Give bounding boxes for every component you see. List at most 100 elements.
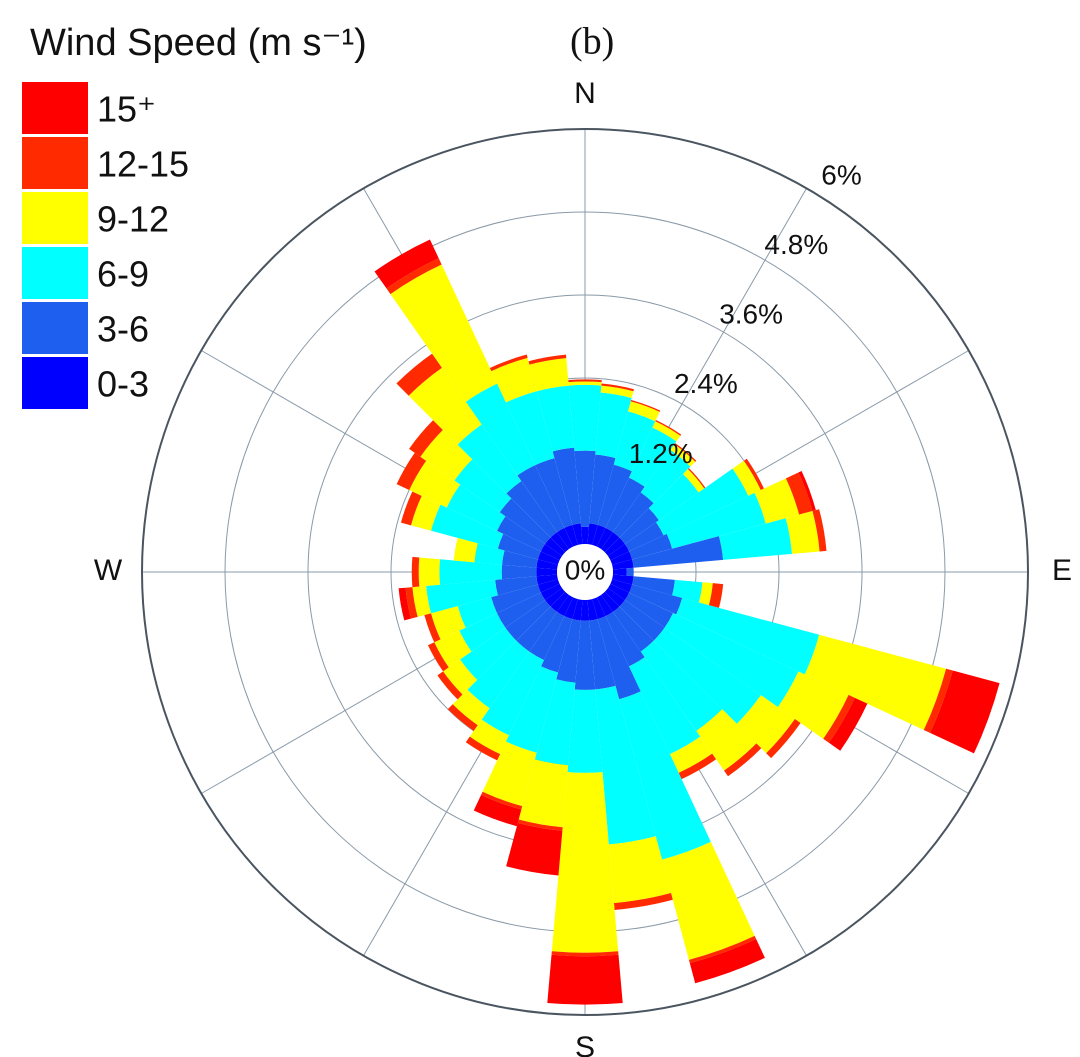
bar-segment	[537, 551, 560, 565]
bar-segment	[696, 709, 757, 771]
bar-segment	[648, 473, 699, 521]
bar-segment	[592, 597, 606, 620]
bar-segment	[431, 606, 466, 640]
bar-segment	[453, 537, 478, 563]
bar-segment	[426, 579, 498, 614]
bar-segment	[619, 691, 711, 860]
bar-segment	[495, 576, 538, 596]
bar-segment	[536, 574, 558, 585]
bar-segment	[497, 533, 541, 560]
legend-label: 12-15	[97, 144, 189, 185]
bar-segment	[474, 543, 505, 565]
bar-segment	[545, 537, 566, 556]
bar-segment	[501, 550, 538, 568]
bar-segment	[828, 697, 868, 751]
bar-segment	[528, 354, 567, 365]
bar-segment	[550, 591, 569, 612]
bar-segment	[596, 594, 613, 617]
bar-segment	[596, 527, 613, 550]
bar-segment	[465, 736, 501, 761]
legend-swatch	[22, 247, 88, 299]
bar-segment	[605, 611, 645, 667]
bar-segment	[408, 367, 482, 445]
bar-segment	[535, 458, 573, 528]
bar-segment	[670, 444, 696, 467]
bar-segment	[613, 893, 673, 910]
bar-segment	[708, 583, 724, 608]
bar-segment	[589, 454, 616, 525]
bar-segment	[640, 640, 723, 731]
bar-segment	[688, 935, 757, 964]
bar-segment	[798, 471, 816, 512]
bar-segment	[687, 468, 706, 489]
bar-segment	[626, 567, 634, 577]
bar-segment	[491, 357, 537, 403]
bar-segment	[536, 385, 575, 452]
bar-segment	[481, 651, 544, 736]
bar-segment	[534, 679, 576, 766]
bar-segment	[390, 264, 498, 402]
bar-segment	[536, 559, 558, 570]
bar-segment	[604, 588, 625, 607]
bar-segment	[452, 689, 490, 726]
bar-segment	[529, 358, 569, 392]
bar-segment	[601, 383, 634, 392]
legend-label: 9-12	[97, 199, 169, 240]
bar-segment	[374, 239, 439, 289]
bar-segment	[460, 627, 517, 680]
bar-segment	[396, 452, 427, 491]
bar-segment	[766, 718, 801, 759]
bar-segment	[431, 504, 504, 549]
bar-segment	[564, 597, 578, 620]
bar-segment	[785, 472, 813, 515]
bar-segment	[580, 599, 590, 621]
legend-swatch	[22, 192, 88, 244]
bar-segment	[505, 666, 559, 753]
bar-segment	[628, 427, 677, 487]
bar-segment	[581, 526, 589, 545]
bar-segment	[517, 465, 565, 533]
bar-segment	[624, 592, 674, 628]
bar-segment	[564, 524, 578, 547]
bar-segment	[540, 544, 563, 561]
bar-segment	[605, 477, 645, 533]
bar-segment	[655, 419, 682, 436]
bar-segment	[574, 450, 596, 527]
direction-label: S	[575, 1031, 595, 1057]
bar-segment	[467, 640, 530, 709]
bar-segment	[600, 385, 634, 398]
bar-segment	[529, 611, 565, 661]
bar-segment	[568, 379, 602, 383]
bar-segment	[666, 492, 766, 549]
bar-segment	[505, 391, 555, 466]
bar-segment	[930, 670, 1000, 754]
bar-segment	[437, 671, 463, 700]
bar-segment	[612, 574, 634, 585]
bar-segment	[556, 619, 581, 683]
bar-segment	[736, 695, 795, 754]
bar-segment	[572, 599, 583, 621]
bar-segment	[439, 559, 502, 585]
bar-segment	[396, 353, 442, 396]
r-tick-label: 2.4%	[674, 368, 738, 399]
bar-segment	[400, 491, 422, 526]
bar-segment	[434, 630, 472, 668]
bar-segment	[489, 354, 528, 372]
bar-segment	[823, 694, 855, 743]
bar-segment	[652, 421, 681, 442]
legend-swatch	[22, 137, 88, 189]
bar-segment	[551, 772, 619, 953]
bar-segment	[619, 599, 665, 641]
bar-segment	[547, 954, 623, 1005]
bar-segment	[632, 536, 724, 568]
bar-segment	[572, 523, 583, 545]
bar-segment	[557, 527, 574, 550]
legend-title: Wind Speed (m s⁻¹)	[30, 22, 367, 64]
r-tick-label: 0%	[565, 554, 605, 585]
bar-segment	[804, 634, 947, 730]
bar-segment	[491, 584, 541, 614]
bar-segment	[604, 537, 625, 556]
bar-segment	[469, 719, 509, 755]
bar-segment	[457, 597, 497, 628]
bar-segment	[683, 469, 705, 493]
